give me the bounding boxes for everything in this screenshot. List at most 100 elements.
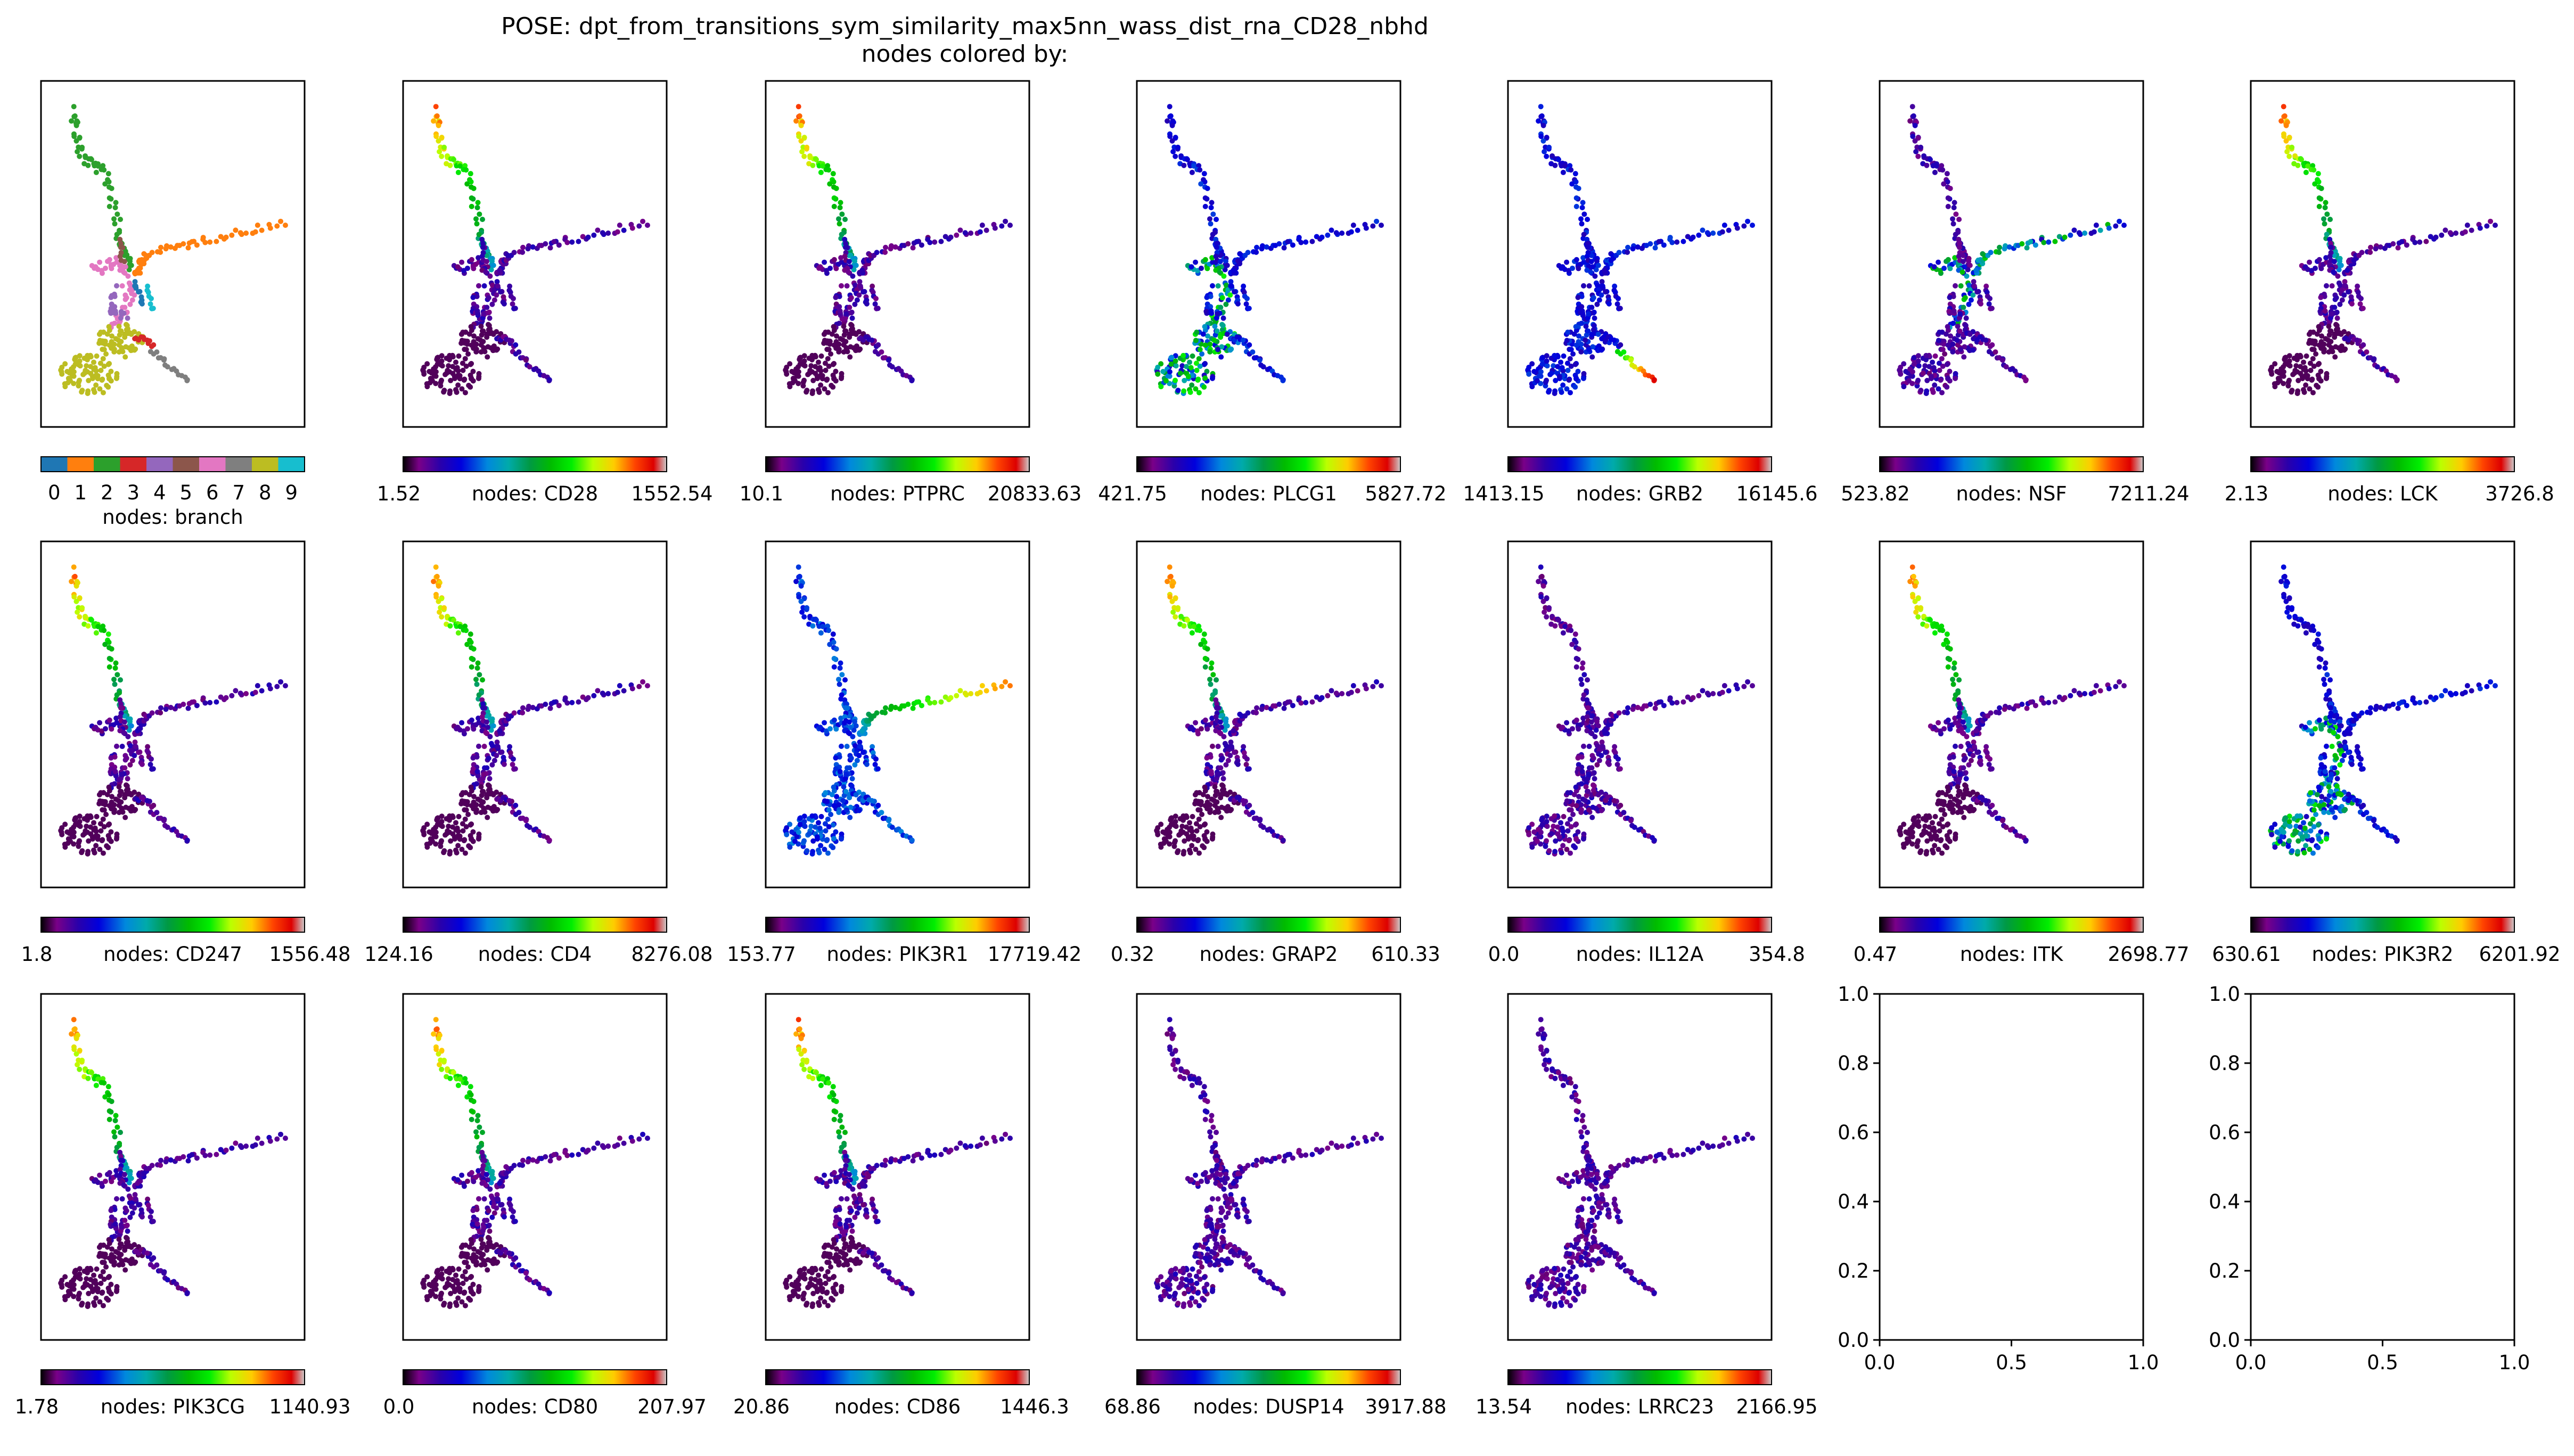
node-point [2326,324,2332,330]
node-point [2032,703,2038,709]
node-point [59,365,65,371]
node-point [1558,820,1564,826]
node-point [106,179,112,185]
node-point [2433,234,2439,240]
node-point [459,259,465,265]
node-point [1559,825,1565,831]
node-point [1538,594,1544,600]
node-point [1911,573,1916,579]
node-point [1997,244,2003,250]
node-point [1937,367,1942,373]
colorbar-tick-label: 8 [259,481,272,504]
node-point [1188,825,1194,831]
colorbar-max: 610.33 [1371,943,1440,966]
node-point [644,223,650,228]
node-point [114,283,120,289]
node-point [1594,301,1600,307]
node-point [2322,308,2328,314]
node-point [453,820,459,826]
node-point [543,702,548,708]
node-point [813,157,819,162]
node-point [927,240,933,245]
node-point [2028,700,2034,705]
node-point [1204,726,1210,732]
node-point [1209,375,1215,381]
node-point [132,347,137,353]
node-point [62,844,68,850]
node-point [1951,665,1957,671]
node-point [1246,766,1252,772]
node-point [1208,769,1214,775]
node-point [831,375,837,381]
node-point [486,755,491,761]
node-point [149,710,155,716]
node-point [1987,295,1993,301]
node-point [464,181,470,187]
node-point [1538,564,1544,570]
node-point [2303,169,2309,175]
node-point [1214,217,1219,223]
colorbar-swatch [67,457,94,472]
colorbar-swatch [199,457,226,472]
node-point [471,333,477,339]
node-point [784,365,790,371]
node-point [1966,301,1972,307]
node-point [1941,265,1947,271]
node-point [1971,283,1977,289]
node-point [1217,730,1223,736]
node-point [480,705,486,711]
node-point [139,761,145,767]
node-point [124,323,130,328]
node-point [469,655,474,661]
node-point [1309,238,1315,244]
node-point [1674,239,1680,245]
node-point [2318,266,2324,272]
node-point [2315,384,2321,390]
node-point [94,813,100,819]
node-point [1250,349,1256,355]
node-point [105,171,111,177]
node-point [1580,200,1586,205]
node-point [839,692,845,698]
node-point [838,255,844,261]
node-point [999,684,1005,689]
node-point [875,802,881,808]
node-point [97,259,103,265]
node-point [181,702,186,708]
node-point [1945,655,1951,661]
node-point [485,344,491,350]
node-point [826,807,832,813]
node-point [1193,259,1199,265]
node-point [1240,338,1246,343]
node-point [798,598,804,604]
panel-4: 1413.15 nodes: GRB2 16145.6 [1463,80,1818,505]
node-point [229,693,235,698]
node-point [1988,710,1994,716]
node-point [194,703,200,709]
node-point [1259,706,1265,712]
node-point [520,705,526,711]
node-point [792,838,798,844]
node-point [1544,819,1550,825]
node-point [95,163,101,169]
node-point [510,301,515,307]
node-point [1961,354,1967,360]
node-point [1719,689,1725,695]
colorbar-max: 17719.42 [988,943,1082,966]
node-point [1224,792,1230,797]
node-point [1568,363,1574,369]
node-point [1989,306,1995,311]
node-point [1581,672,1587,678]
node-point [2404,242,2409,248]
node-point [556,242,562,248]
node-point [1567,356,1573,361]
node-point [84,363,89,369]
node-point [1956,677,1962,683]
node-point [1945,195,1951,201]
node-point [1202,803,1208,809]
node-point [433,564,439,570]
node-point [2023,377,2029,383]
node-point [1625,710,1630,715]
node-point [94,353,100,359]
node-point [1247,342,1252,348]
